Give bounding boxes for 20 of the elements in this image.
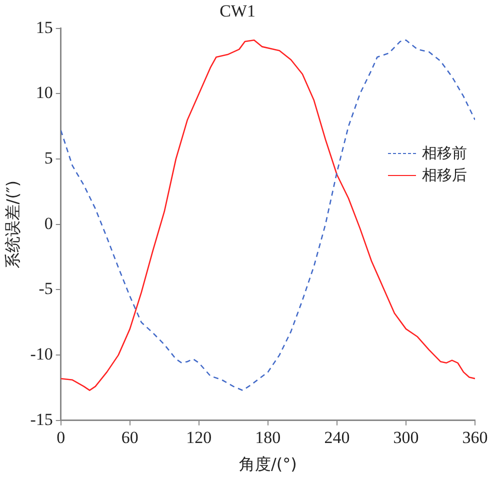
y-tick-label: -5: [38, 279, 53, 298]
x-tick-label: 360: [462, 428, 488, 448]
y-tick-label: -10: [30, 344, 53, 364]
x-tick-label: 240: [324, 428, 350, 448]
x-tick-label: 120: [186, 428, 212, 448]
y-axis-title: 系统误差/(″): [2, 180, 22, 268]
y-tick-label: 5: [44, 148, 53, 168]
x-tick-label: 0: [56, 428, 66, 448]
x-axis-title: 角度/(°): [238, 454, 297, 474]
x-tick-label: 300: [393, 428, 419, 448]
chart-title: CW1: [220, 2, 256, 21]
x-tick-label: 60: [121, 428, 138, 448]
y-tick-label: 0: [44, 214, 53, 233]
x-tick-label: 180: [255, 428, 281, 448]
legend-label: 相移后: [422, 166, 467, 185]
line-series: [60, 40, 475, 391]
y-tick-label: 10: [36, 83, 53, 102]
legend-label: 相移前: [422, 144, 467, 163]
y-tick-label: 15: [36, 18, 53, 37]
y-tick-label: -15: [30, 410, 53, 429]
